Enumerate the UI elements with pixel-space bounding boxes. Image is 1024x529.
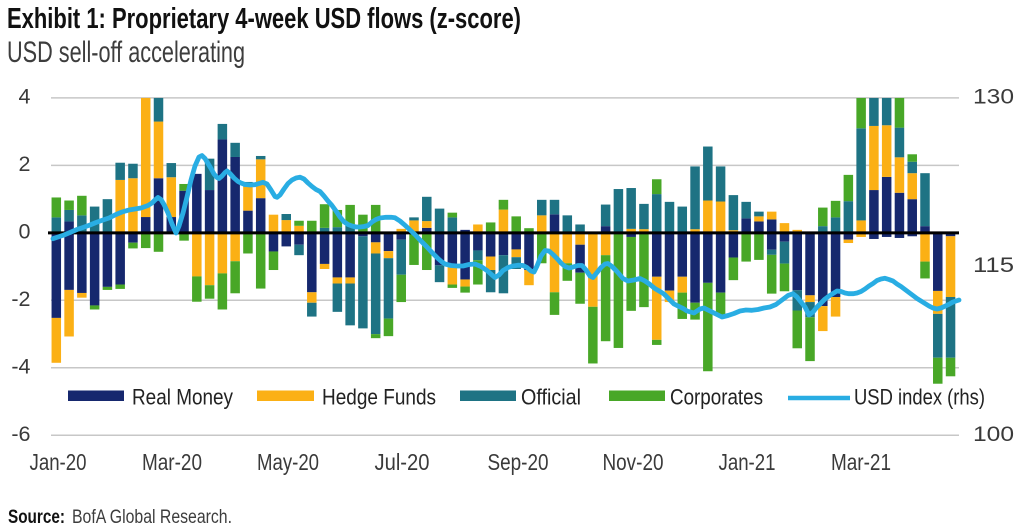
svg-text:Hedge Funds: Hedge Funds bbox=[322, 385, 436, 410]
svg-text:USD sell-off accelerating: USD sell-off accelerating bbox=[7, 36, 245, 69]
svg-text:-4: -4 bbox=[11, 354, 30, 378]
svg-text:Exhibit 1: Proprietary 4-week: Exhibit 1: Proprietary 4-week USD flows … bbox=[7, 3, 521, 35]
svg-text:100: 100 bbox=[973, 422, 1014, 446]
svg-text:Official: Official bbox=[521, 385, 581, 410]
svg-text:Jan-21: Jan-21 bbox=[719, 449, 776, 475]
svg-text:115: 115 bbox=[973, 253, 1014, 277]
svg-text:Sep-20: Sep-20 bbox=[488, 449, 549, 475]
svg-text:2: 2 bbox=[19, 152, 31, 176]
svg-text:Real Money: Real Money bbox=[132, 385, 233, 410]
svg-text:4: 4 bbox=[19, 84, 31, 108]
svg-text:BofA Global Research.: BofA Global Research. bbox=[72, 507, 232, 528]
svg-text:May-20: May-20 bbox=[257, 449, 319, 475]
svg-text:-2: -2 bbox=[11, 287, 30, 311]
svg-text:Mar-20: Mar-20 bbox=[142, 449, 202, 475]
svg-text:Source:: Source: bbox=[8, 507, 65, 528]
svg-text:-6: -6 bbox=[11, 422, 30, 446]
svg-text:Jul-20: Jul-20 bbox=[375, 449, 430, 475]
svg-text:0: 0 bbox=[19, 219, 31, 243]
svg-text:Nov-20: Nov-20 bbox=[603, 449, 664, 475]
svg-text:130: 130 bbox=[973, 84, 1014, 108]
svg-text:Jan-20: Jan-20 bbox=[30, 449, 87, 475]
svg-text:USD index (rhs): USD index (rhs) bbox=[854, 385, 985, 410]
svg-text:Corporates: Corporates bbox=[670, 385, 763, 410]
svg-text:Mar-21: Mar-21 bbox=[831, 449, 891, 475]
